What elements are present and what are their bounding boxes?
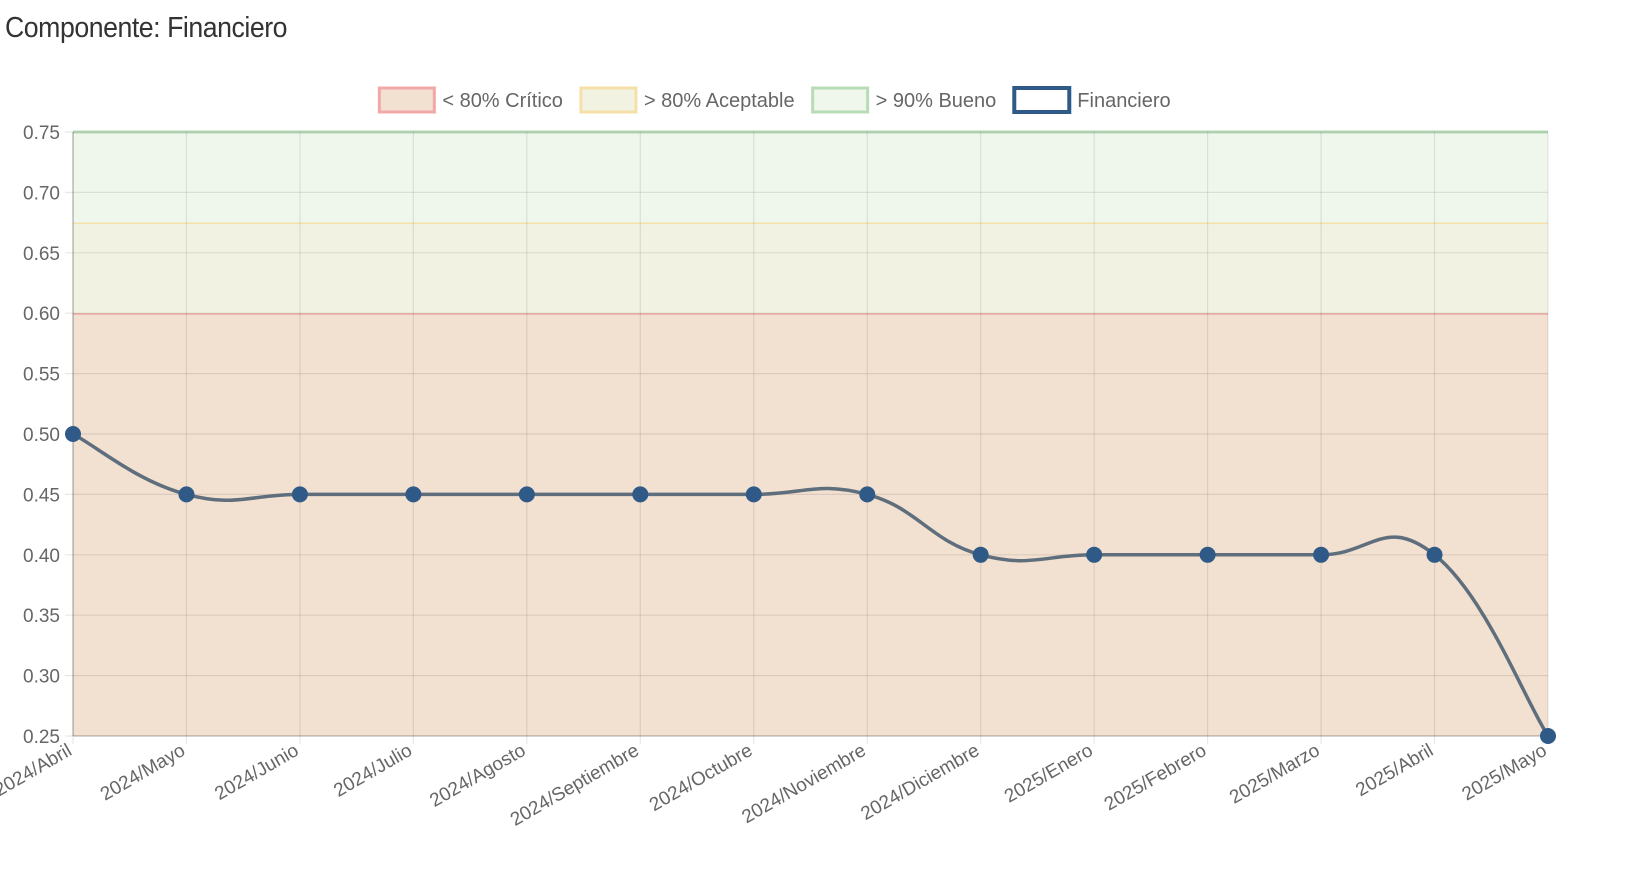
- y-tick-label: 0.60: [23, 304, 60, 325]
- y-tick-label: 0.75: [23, 123, 60, 144]
- legend-swatch-3: [1012, 86, 1072, 114]
- legend-label-1[interactable]: > 80% Aceptable: [644, 90, 795, 112]
- data-point: [1313, 546, 1330, 563]
- x-tick-label: 2024/Abril: [0, 740, 75, 801]
- x-tick-label: 2024/Julio: [330, 740, 416, 801]
- x-tick-label: 2025/Febrero: [1101, 740, 1210, 815]
- x-tick-label: 2025/Marzo: [1226, 740, 1323, 808]
- chart-title: Componente: Financiero: [5, 12, 288, 44]
- y-tick-label: 0.35: [23, 606, 60, 627]
- x-tick-label: 2024/Diciembre: [857, 740, 983, 825]
- legend-label-2[interactable]: > 90% Bueno: [876, 90, 997, 112]
- series-line: [72, 432, 1550, 737]
- legend-swatch-1: [579, 86, 638, 114]
- data-point: [632, 486, 649, 503]
- y-tick-label: 0.65: [23, 244, 60, 265]
- x-tick-label: 2024/Noviembre: [738, 740, 869, 828]
- x-axis: 2024/Abril 2024/Mayo 2024/Junio 2024/Julio 2…: [0, 740, 1551, 831]
- band-area-2: [73, 132, 1548, 223]
- x-tick-label: 2024/Mayo: [97, 740, 189, 805]
- x-tick-label: 2025/Enero: [1001, 740, 1097, 807]
- y-tick-label: 0.55: [23, 365, 60, 386]
- y-axis: 0.75 0.70 0.65 0.60 0.55 0.50 0.45 0.40 0.35 0.30…: [23, 123, 60, 748]
- x-tick-label: 2024/Agosto: [426, 740, 529, 812]
- y-tick-label: 0.30: [23, 667, 60, 688]
- y-tick-label: 0.40: [23, 546, 60, 567]
- x-tick-label: 2024/Junio: [211, 740, 302, 805]
- data-point: [1540, 728, 1556, 744]
- y-tick-label: 0.25: [23, 727, 60, 748]
- data-point: [518, 486, 535, 503]
- x-tick-label: 2024/Octubre: [646, 740, 756, 816]
- legend-label-3[interactable]: Financiero: [1077, 90, 1170, 112]
- data-point: [859, 486, 876, 503]
- legend-label-0[interactable]: < 80% Crítico: [442, 90, 563, 112]
- legend-swatch-0: [377, 86, 436, 114]
- band-area-1: [73, 222, 1548, 314]
- series-financiero: [65, 426, 1556, 744]
- data-point: [1426, 546, 1443, 563]
- legend-swatch-2: [811, 86, 870, 114]
- y-tick-label: 0.50: [23, 425, 60, 446]
- y-tick-label: 0.45: [23, 485, 60, 506]
- y-tick-label: 0.70: [23, 183, 60, 204]
- data-point: [1086, 546, 1103, 563]
- data-point: [745, 486, 762, 503]
- data-point: [1199, 546, 1216, 563]
- data-point: [291, 486, 308, 503]
- chart-legend: < 80% Crítico > 80% Aceptable > 90% Bueno F…: [377, 86, 1171, 114]
- data-point: [972, 546, 989, 563]
- x-tick-label: 2024/Septiembre: [507, 740, 643, 831]
- data-point: [65, 426, 81, 442]
- x-tick-label: 2025/Abril: [1352, 740, 1437, 801]
- data-point: [178, 486, 195, 503]
- threshold-bands: [73, 130, 1548, 736]
- data-point: [405, 486, 422, 503]
- x-tick-label: 2025/Mayo: [1459, 740, 1551, 805]
- band-area-0: [73, 313, 1548, 736]
